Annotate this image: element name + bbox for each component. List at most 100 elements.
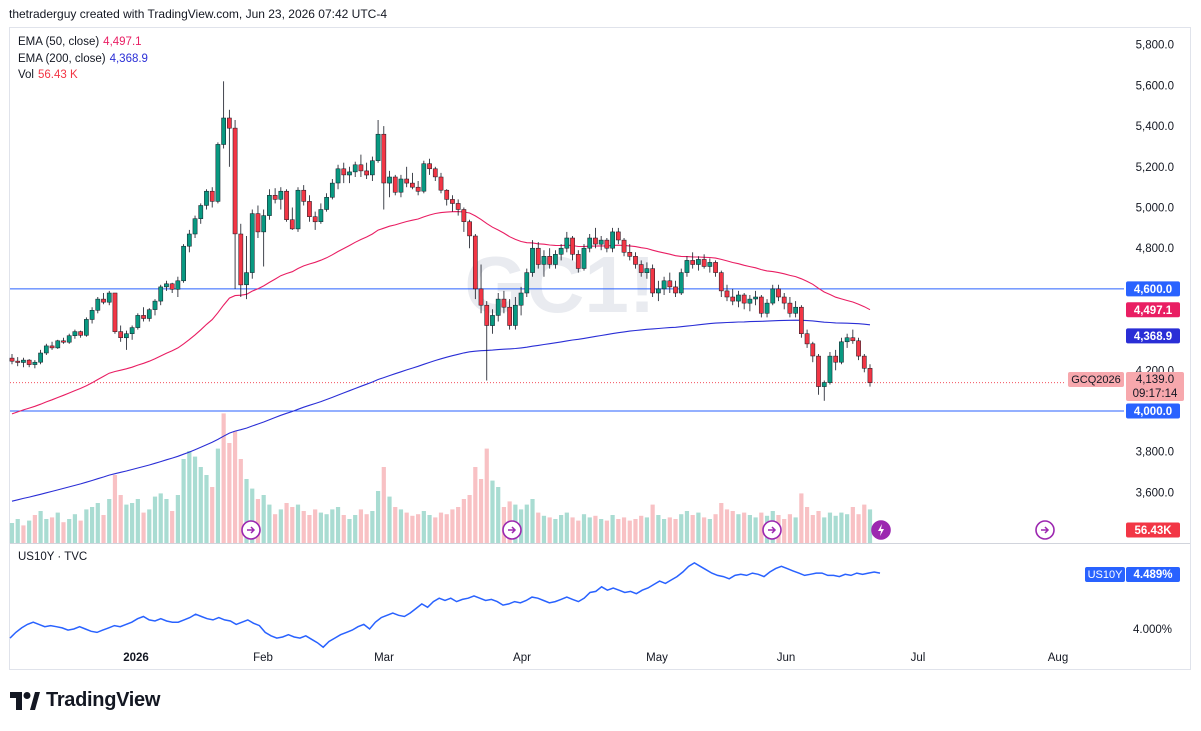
candle-body-up xyxy=(598,239,604,245)
candle xyxy=(118,325,124,342)
event-marker[interactable] xyxy=(1035,520,1055,540)
legend-vol[interactable]: Vol 56.43 K xyxy=(18,69,78,81)
volume-bar xyxy=(101,515,106,543)
candle xyxy=(673,280,678,297)
candle-body-down xyxy=(472,235,478,290)
volume-bar xyxy=(261,495,266,543)
candle xyxy=(324,193,329,212)
us10y-line xyxy=(9,562,881,649)
volume-bar xyxy=(576,520,581,543)
volume-bar xyxy=(284,503,289,543)
candle xyxy=(758,295,764,318)
candle-body-down xyxy=(238,233,244,286)
event-marker[interactable] xyxy=(871,520,891,540)
candle xyxy=(535,242,541,269)
candle xyxy=(186,229,192,253)
candle-body-down xyxy=(141,315,146,319)
candle-body-down xyxy=(467,221,472,237)
volume-bar xyxy=(147,509,152,543)
candle-body-down xyxy=(604,239,610,249)
candle xyxy=(152,299,158,316)
candle-body-up xyxy=(192,218,198,235)
candle xyxy=(215,142,221,204)
volume-bar xyxy=(416,514,421,543)
volume-bar xyxy=(9,523,15,543)
tradingview-logo[interactable]: TradingView xyxy=(10,689,160,712)
tag-volume-text: 56.43K xyxy=(1134,525,1172,537)
candle-body-up xyxy=(827,355,833,383)
candle-body-down xyxy=(101,298,106,303)
volume-bar xyxy=(358,509,364,543)
candle xyxy=(335,164,341,190)
candle-body-up xyxy=(267,195,272,216)
candle xyxy=(718,270,724,297)
volume-bar xyxy=(250,488,255,543)
volume-bar xyxy=(724,509,730,543)
volume-bar xyxy=(433,517,438,543)
candle xyxy=(661,276,667,295)
candle-body-up xyxy=(684,260,690,273)
candle-body-up xyxy=(707,262,713,267)
us10y-legend[interactable]: US10Y · TVC xyxy=(18,551,88,563)
volume-bar xyxy=(353,515,358,543)
candle xyxy=(621,238,627,257)
candle-body-down xyxy=(301,189,307,202)
volume-bar xyxy=(496,487,501,543)
arrow-glyph xyxy=(1041,526,1050,534)
event-marker[interactable] xyxy=(762,520,782,540)
candle xyxy=(255,205,261,238)
candle xyxy=(558,244,564,261)
volume-bar xyxy=(181,459,186,543)
candle-body-up xyxy=(661,280,667,290)
candle xyxy=(227,109,232,167)
candle xyxy=(678,268,684,295)
volume-bar xyxy=(398,509,404,543)
tag-ema50: 4,497.1 xyxy=(1126,302,1180,318)
candle xyxy=(347,166,352,184)
candle-body-down xyxy=(255,213,261,233)
candle-body-down xyxy=(381,133,387,184)
legend-ema50[interactable]: EMA (50, close) 4,497.1 xyxy=(18,36,142,48)
ema50-line xyxy=(11,211,871,415)
candle-body-down xyxy=(78,331,83,336)
volume-bar xyxy=(335,507,341,543)
candle-body-down xyxy=(404,178,410,184)
volume-bar xyxy=(44,519,49,543)
legend-ema200[interactable]: EMA (200, close) 4,368.9 xyxy=(18,53,148,65)
candle-body-up xyxy=(66,335,72,343)
volume-bar xyxy=(478,479,484,543)
volume-bar xyxy=(295,504,301,543)
volume-bar xyxy=(593,515,598,543)
volume-bar xyxy=(27,520,32,543)
volume-bar xyxy=(438,512,444,543)
tag-ema50-bg xyxy=(1126,302,1180,318)
candle xyxy=(575,250,581,273)
event-marker[interactable] xyxy=(502,520,522,540)
candle-body-up xyxy=(318,209,324,222)
volume-bar xyxy=(21,525,26,543)
event-marker[interactable] xyxy=(241,520,261,540)
candle-body-down xyxy=(49,345,55,349)
candle xyxy=(129,325,135,340)
candle-body-down xyxy=(341,168,347,176)
candle xyxy=(684,256,690,277)
candle xyxy=(501,290,507,314)
candle xyxy=(730,288,736,306)
candle xyxy=(21,357,26,368)
candle-body-up xyxy=(295,189,301,230)
price-tick-label: 3,800.0 xyxy=(1136,447,1174,459)
volume-bar xyxy=(232,431,238,543)
volume-bar xyxy=(827,512,833,543)
price-tick-label: 5,200.0 xyxy=(1136,162,1174,174)
candle-body-up xyxy=(587,237,593,249)
volume-bar xyxy=(210,487,215,543)
price-tick-label: 4,800.0 xyxy=(1136,243,1174,255)
last-price-tag-text: 4,139.0 xyxy=(1136,374,1174,386)
candle-body-up xyxy=(204,190,209,206)
candle-body-down xyxy=(593,237,598,245)
candle-body-up xyxy=(244,272,249,286)
candle-body-up xyxy=(164,283,169,288)
volume-bar xyxy=(38,511,43,543)
candle-body-up xyxy=(215,144,221,202)
